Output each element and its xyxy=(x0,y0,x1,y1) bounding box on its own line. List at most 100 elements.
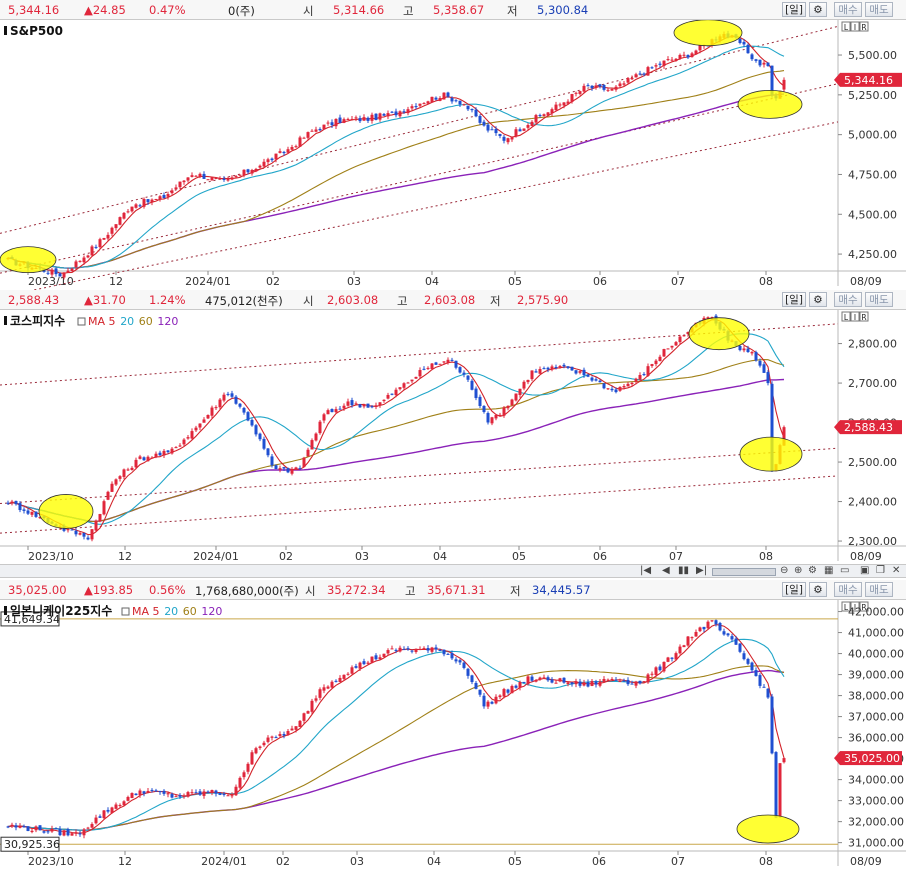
y-tick-label: 33,000.00 xyxy=(848,795,904,808)
minimize-icon[interactable]: ▭ xyxy=(840,565,850,576)
candle-body xyxy=(118,476,122,479)
candle-body xyxy=(766,62,770,67)
candle-body xyxy=(418,648,422,650)
candle-body xyxy=(314,433,318,441)
candle-body xyxy=(502,689,506,697)
candle-body xyxy=(250,170,254,174)
candle-body xyxy=(478,689,482,695)
candle-body xyxy=(158,196,162,200)
zoom-out-icon[interactable]: ⊖ xyxy=(780,565,789,576)
period-button[interactable]: [일] xyxy=(782,582,806,597)
candle-body xyxy=(570,94,574,102)
y-tick-label: 34,000.00 xyxy=(848,774,904,787)
price-tag-arrow xyxy=(834,72,840,87)
candle-body xyxy=(242,407,246,413)
candle-body xyxy=(574,681,578,685)
zoom-slider[interactable] xyxy=(712,568,776,576)
buy-button[interactable]: 매수 xyxy=(834,292,862,307)
candle-body xyxy=(198,791,202,795)
candle-body xyxy=(626,78,630,83)
candle-body xyxy=(86,255,90,258)
candle-body xyxy=(498,414,502,416)
candle-body xyxy=(170,794,174,798)
candle-body xyxy=(486,701,490,707)
ma20-line xyxy=(7,45,785,269)
zoom-in-icon[interactable]: ⊕ xyxy=(794,565,803,576)
candle-body xyxy=(106,491,110,500)
candle-body xyxy=(270,456,274,466)
gear-icon[interactable]: ⚙ xyxy=(809,292,827,307)
candle-body xyxy=(338,117,342,123)
x-tick-label: 12 xyxy=(118,550,132,563)
candle-body xyxy=(166,793,170,795)
candle-body xyxy=(186,177,190,181)
y-tick-label: 4,750.00 xyxy=(848,168,897,181)
period-button[interactable]: [일] xyxy=(782,2,806,17)
candle-body xyxy=(466,375,470,380)
candle-body xyxy=(602,678,606,683)
candle-body xyxy=(42,831,46,833)
step-back-icon[interactable]: ◀ xyxy=(662,565,670,576)
candle-body xyxy=(714,620,718,625)
period-button[interactable]: [일] xyxy=(782,292,806,307)
low-label: 저 xyxy=(507,4,518,18)
grid-icon[interactable]: ▦ xyxy=(824,565,834,576)
candle-body xyxy=(94,246,98,248)
low-label: 저 xyxy=(490,294,501,308)
candle-body xyxy=(390,393,394,395)
candle-body xyxy=(302,137,306,139)
candle-body xyxy=(502,136,506,141)
candle-body xyxy=(222,793,226,795)
candle-body xyxy=(202,173,206,179)
candle-body xyxy=(282,467,286,469)
candle-body xyxy=(758,360,762,366)
step-forward-icon[interactable]: ▶| xyxy=(696,565,708,576)
candle-body xyxy=(470,675,474,683)
candle-body xyxy=(706,317,710,319)
candle-body xyxy=(150,199,154,203)
window-icon[interactable]: ▣ xyxy=(860,565,870,576)
candle-body xyxy=(426,648,430,651)
candle-body xyxy=(146,456,150,462)
gear-icon[interactable]: ⚙ xyxy=(809,2,827,17)
title-marker xyxy=(4,606,7,615)
chart-title: 코스피지수 xyxy=(10,313,65,328)
sell-button[interactable]: 매도 xyxy=(865,292,893,307)
scroll-start-icon[interactable]: |◀ xyxy=(640,565,652,576)
candle-body xyxy=(106,234,110,239)
candle-body xyxy=(546,367,550,370)
candle-body xyxy=(514,393,518,401)
candle-body xyxy=(454,100,458,102)
restore-icon[interactable]: ❐ xyxy=(876,565,885,576)
sell-button[interactable]: 매도 xyxy=(865,582,893,597)
candle-body xyxy=(642,73,646,75)
buy-button[interactable]: 매수 xyxy=(834,2,862,17)
candle-body xyxy=(590,377,594,381)
settings-small-icon[interactable]: ⚙ xyxy=(808,565,817,576)
candle-body xyxy=(546,112,550,116)
sell-button[interactable]: 매도 xyxy=(865,2,893,17)
candle-body xyxy=(78,833,82,835)
candle-body xyxy=(734,638,738,645)
candle-body xyxy=(194,175,198,177)
candle-body xyxy=(6,502,10,504)
candle-body xyxy=(158,790,162,793)
x-tick-label: 08/09 xyxy=(850,855,882,868)
gear-icon[interactable]: ⚙ xyxy=(809,582,827,597)
x-tick-label: 03 xyxy=(355,550,369,563)
candle-body xyxy=(758,59,762,66)
buy-button[interactable]: 매수 xyxy=(834,582,862,597)
x-tick-label: 2023/10 xyxy=(28,855,74,868)
candle-body xyxy=(174,447,178,449)
candle-body xyxy=(306,711,310,714)
pause-icon[interactable]: ▮▮ xyxy=(678,565,690,576)
candle-body xyxy=(242,772,246,778)
open-label: 시 xyxy=(303,4,314,18)
candle-body xyxy=(182,795,186,797)
candle-body xyxy=(378,657,382,660)
ma60-line xyxy=(7,665,785,831)
candle-body xyxy=(162,194,166,199)
close-icon[interactable]: ✕ xyxy=(892,565,901,576)
candle-body xyxy=(666,59,670,61)
price-tag-box xyxy=(840,72,902,87)
